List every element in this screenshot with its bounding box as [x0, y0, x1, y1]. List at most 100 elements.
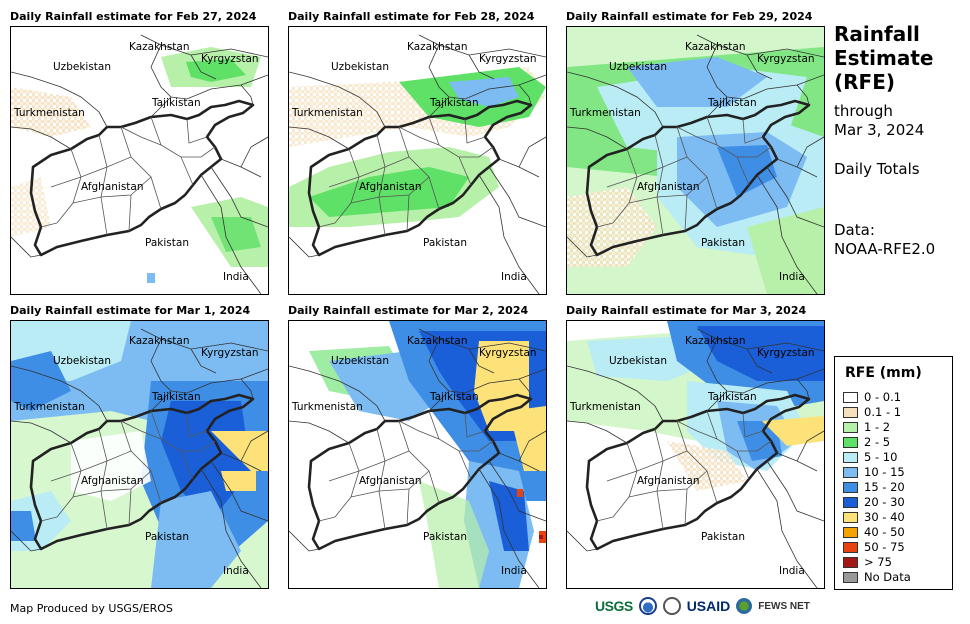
map-frame: Kazakhstan Kyrgyzstan Uzbekistan Tajikistan…: [288, 320, 547, 589]
map-credit: Map Produced by USGS/EROS: [10, 602, 173, 615]
legend-swatch: [843, 421, 858, 433]
country-label-uzbekistan: Uzbekistan: [53, 61, 111, 73]
country-label-tajikistan: Tajikistan: [152, 97, 201, 109]
country-label-kazakhstan: Kazakhstan: [685, 41, 746, 53]
panel-title: Daily Rainfall estimate for Mar 3, 2024: [566, 304, 807, 317]
legend-label: 10 - 15: [864, 465, 905, 479]
rainfall-map: [567, 27, 824, 294]
title-line-1: Rainfall: [834, 22, 920, 46]
data-source: NOAA-RFE2.0: [834, 240, 936, 258]
country-label-afghanistan: Afghanistan: [81, 475, 144, 487]
map-frame: Kazakhstan Kyrgyzstan Uzbekistan Tajikistan…: [566, 320, 825, 589]
legend-swatch: [843, 496, 858, 508]
country-label-pakistan: Pakistan: [423, 237, 467, 249]
legend-item: 30 - 40: [843, 510, 905, 524]
data-label: Data:: [834, 221, 875, 239]
country-label-kazakhstan: Kazakhstan: [685, 335, 746, 347]
legend-swatch: [843, 481, 858, 493]
country-label-kyrgyzstan: Kyrgyzstan: [201, 53, 259, 65]
rainfall-map: [567, 321, 824, 588]
legend-item: No Data: [843, 570, 911, 584]
legend-label: 20 - 30: [864, 495, 905, 509]
legend-item: 5 - 10: [843, 450, 897, 464]
country-label-turkmenistan: Turkmenistan: [570, 107, 641, 119]
country-label-kyrgyzstan: Kyrgyzstan: [479, 347, 537, 359]
rainfall-map: [289, 33, 546, 294]
panel-title: Daily Rainfall estimate for Feb 28, 2024: [288, 10, 535, 23]
country-label-uzbekistan: Uzbekistan: [331, 61, 389, 73]
legend-swatch: [843, 511, 858, 523]
usaid-logo: USAID: [686, 598, 731, 614]
country-label-uzbekistan: Uzbekistan: [331, 355, 389, 367]
country-label-kazakhstan: Kazakhstan: [129, 335, 190, 347]
legend-swatch: [843, 451, 858, 463]
legend-label: 30 - 40: [864, 510, 905, 524]
legend-swatch: [843, 571, 858, 583]
partner-logos: USGS USAID FEWS NET: [595, 597, 810, 615]
through-label: through: [834, 102, 893, 120]
legend-label: 40 - 50: [864, 525, 905, 539]
country-label-afghanistan: Afghanistan: [637, 475, 700, 487]
country-label-uzbekistan: Uzbekistan: [53, 355, 111, 367]
country-label-afghanistan: Afghanistan: [637, 181, 700, 193]
country-label-kazakhstan: Kazakhstan: [407, 335, 468, 347]
legend-swatch: [843, 526, 858, 538]
legend-label: 15 - 20: [864, 480, 905, 494]
legend-label: 5 - 10: [864, 450, 898, 464]
country-label-tajikistan: Tajikistan: [152, 391, 201, 403]
rainfall-map: [11, 321, 268, 588]
country-label-turkmenistan: Turkmenistan: [14, 107, 85, 119]
daily-totals-label: Daily Totals: [834, 160, 920, 178]
country-label-pakistan: Pakistan: [145, 531, 189, 543]
panel-title: Daily Rainfall estimate for Feb 29, 2024: [566, 10, 813, 23]
usgs-logo: USGS: [595, 598, 633, 614]
country-label-india: India: [501, 271, 527, 283]
country-label-tajikistan: Tajikistan: [708, 391, 757, 403]
country-label-india: India: [501, 565, 527, 577]
country-label-india: India: [779, 565, 805, 577]
country-label-tajikistan: Tajikistan: [430, 391, 479, 403]
legend-swatch: [843, 436, 858, 448]
country-label-uzbekistan: Uzbekistan: [609, 61, 667, 73]
country-label-afghanistan: Afghanistan: [359, 475, 422, 487]
legend-item: 1 - 2: [843, 420, 890, 434]
country-label-pakistan: Pakistan: [423, 531, 467, 543]
map-frame: Kazakhstan Kyrgyzstan Uzbekistan Tajikistan…: [566, 26, 825, 295]
sidebar: Rainfall Estimate (RFE) through Mar 3, 2…: [834, 22, 964, 259]
country-label-kazakhstan: Kazakhstan: [407, 41, 468, 53]
legend-item: 2 - 5: [843, 435, 890, 449]
country-label-turkmenistan: Turkmenistan: [570, 401, 641, 413]
legend-label: 0.1 - 1: [864, 405, 902, 419]
legend-swatch: [843, 556, 858, 568]
country-label-india: India: [223, 565, 249, 577]
legend-item: 50 - 75: [843, 540, 905, 554]
noaa-logo-icon: [638, 597, 657, 615]
country-label-tajikistan: Tajikistan: [430, 97, 479, 109]
country-label-tajikistan: Tajikistan: [708, 97, 757, 109]
country-label-turkmenistan: Turkmenistan: [14, 401, 85, 413]
country-label-kyrgyzstan: Kyrgyzstan: [479, 53, 537, 65]
legend-item: 40 - 50: [843, 525, 905, 539]
through-date: Mar 3, 2024: [834, 121, 925, 139]
panel-title: Daily Rainfall estimate for Feb 27, 2024: [10, 10, 257, 23]
legend-label: No Data: [864, 570, 911, 584]
panel-title: Daily Rainfall estimate for Mar 2, 2024: [288, 304, 529, 317]
country-label-pakistan: Pakistan: [701, 531, 745, 543]
legend-label: 2 - 5: [864, 435, 891, 449]
globe-icon: [736, 598, 753, 614]
map-frame: Kazakhstan Kyrgyzstan Uzbekistan Tajikistan…: [10, 320, 269, 589]
legend-item: 0.1 - 1: [843, 405, 901, 419]
legend-swatch: [843, 391, 858, 403]
legend-item: 15 - 20: [843, 480, 905, 494]
legend-swatch: [843, 466, 858, 478]
legend-item: > 75: [843, 555, 892, 569]
rainfall-map: [11, 33, 268, 294]
country-label-india: India: [223, 271, 249, 283]
country-label-turkmenistan: Turkmenistan: [292, 107, 363, 119]
country-label-kyrgyzstan: Kyrgyzstan: [201, 347, 259, 359]
country-label-kazakhstan: Kazakhstan: [129, 41, 190, 53]
legend-item: 10 - 15: [843, 465, 905, 479]
legend-label: 0 - 0.1: [864, 390, 902, 404]
country-label-afghanistan: Afghanistan: [359, 181, 422, 193]
